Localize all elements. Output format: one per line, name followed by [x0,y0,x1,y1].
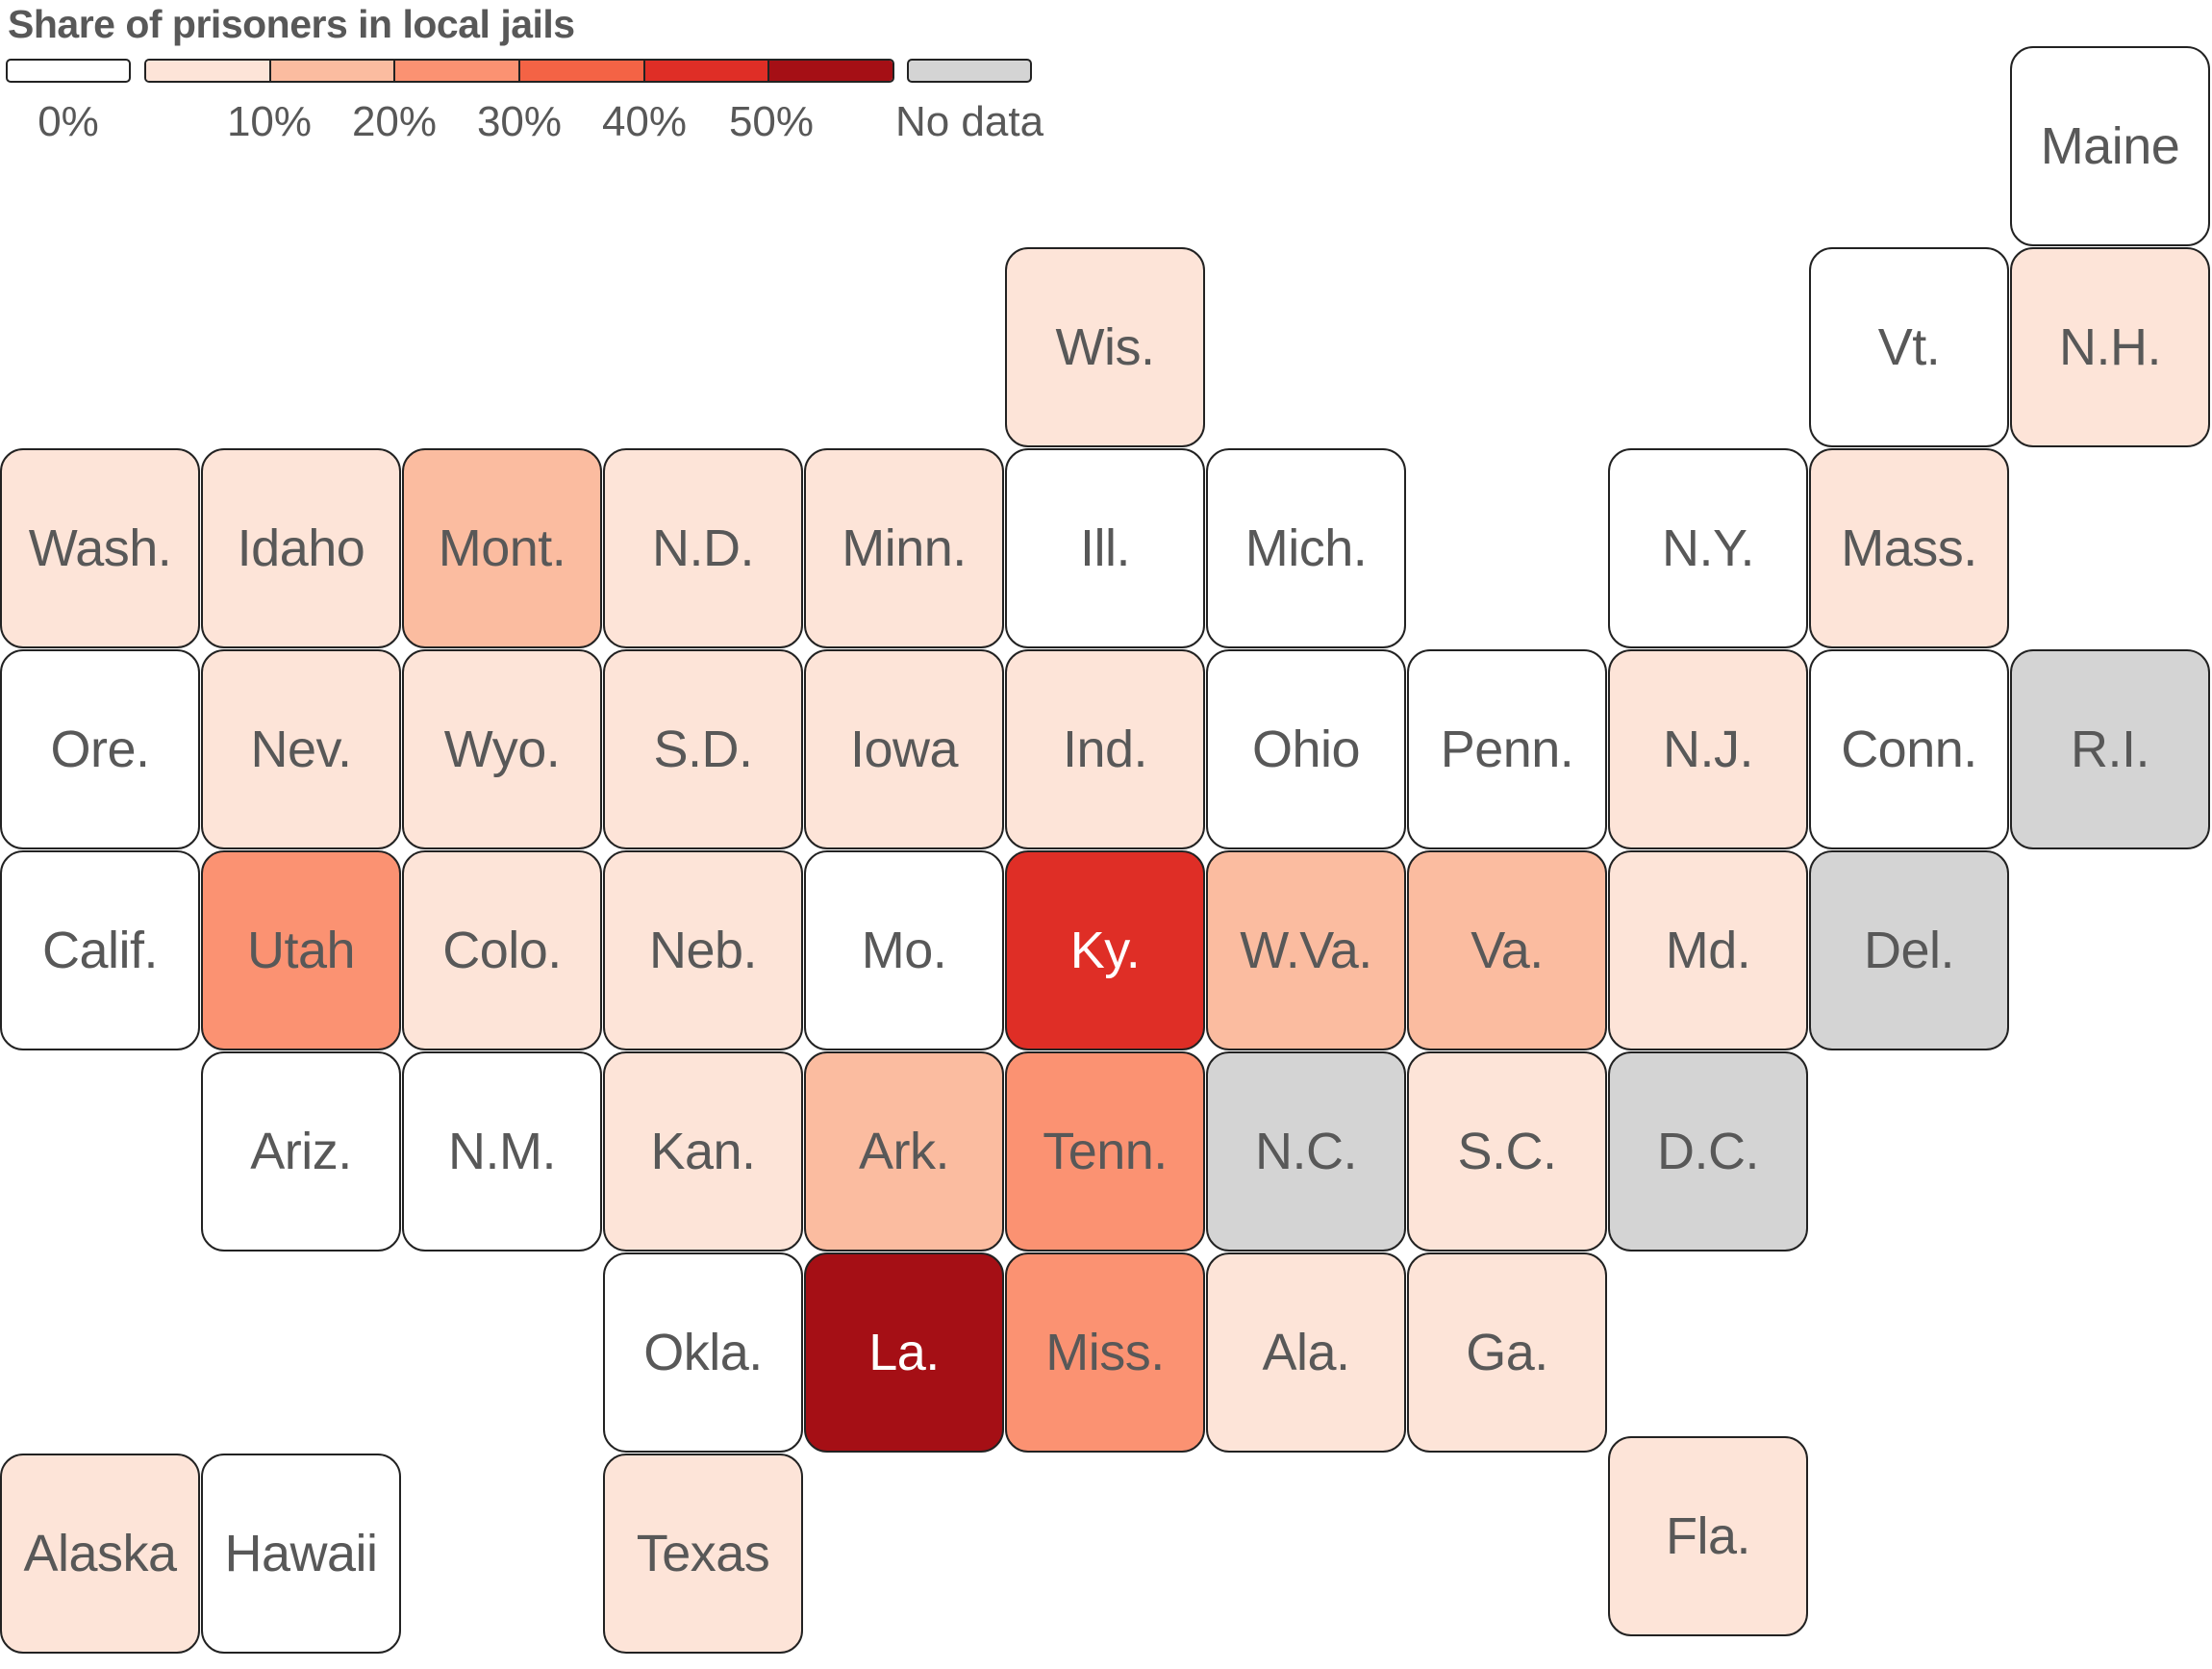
legend-swatch-zero [6,59,131,83]
state-tile-del: Del. [1809,850,2009,1050]
state-tile-dc: D.C. [1608,1051,1808,1252]
state-tile-wash: Wash. [0,448,200,648]
state-tile-hawaii: Hawaii [201,1454,401,1654]
state-tile-nj: N.J. [1608,649,1808,849]
state-tile-wyo: Wyo. [402,649,602,849]
legend-label-zero: 0% [38,98,99,145]
state-tile-sc: S.C. [1407,1051,1607,1252]
state-tile-alaska: Alaska [0,1454,200,1654]
state-tile-la: La. [804,1252,1004,1453]
state-tile-wis: Wis. [1005,247,1205,447]
legend-title: Share of prisoners in local jails [8,2,575,46]
legend-tick-label: 30% [476,98,563,145]
state-tile-md: Md. [1608,850,1808,1050]
state-tile-ark: Ark. [804,1051,1004,1252]
legend-bin-2 [393,61,519,81]
state-tile-idaho: Idaho [201,448,401,648]
legend-tick-label: 50% [728,98,815,145]
legend-bin-5 [767,61,892,81]
state-tile-neb: Neb. [603,850,803,1050]
state-tile-tenn: Tenn. [1005,1051,1205,1252]
state-tile-iowa: Iowa [804,649,1004,849]
state-tile-ga: Ga. [1407,1252,1607,1453]
state-tile-ala: Ala. [1206,1252,1406,1453]
state-tile-ore: Ore. [0,649,200,849]
state-tile-ky: Ky. [1005,850,1205,1050]
state-tile-colo: Colo. [402,850,602,1050]
legend-bin-4 [642,61,768,81]
state-tile-penn: Penn. [1407,649,1607,849]
state-tile-nh: N.H. [2010,247,2210,447]
state-tile-sd: S.D. [603,649,803,849]
state-tile-texas: Texas [603,1454,803,1654]
state-tile-utah: Utah [201,850,401,1050]
legend-color-scale [144,59,894,83]
state-tile-mo: Mo. [804,850,1004,1050]
state-tile-maine: Maine [2010,46,2210,246]
legend-bin-1 [268,61,394,81]
state-tile-ind: Ind. [1005,649,1205,849]
state-tile-kan: Kan. [603,1051,803,1252]
state-tile-wva: W.Va. [1206,850,1406,1050]
state-tile-nd: N.D. [603,448,803,648]
state-tile-ariz: Ariz. [201,1051,401,1252]
state-tile-okla: Okla. [603,1252,803,1453]
state-tile-calif: Calif. [0,850,200,1050]
state-tile-ny: N.Y. [1608,448,1808,648]
state-tile-mass: Mass. [1809,448,2009,648]
legend-tick-label: 20% [351,98,438,145]
state-tile-mich: Mich. [1206,448,1406,648]
state-tile-nm: N.M. [402,1051,602,1252]
state-tile-ohio: Ohio [1206,649,1406,849]
legend-tick-label: 10% [226,98,313,145]
state-tile-minn: Minn. [804,448,1004,648]
legend-bin-3 [518,61,643,81]
state-tile-ill: Ill. [1005,448,1205,648]
state-tile-nc: N.C. [1206,1051,1406,1252]
legend-swatch-no-data [907,59,1032,83]
state-tile-nev: Nev. [201,649,401,849]
state-tile-va: Va. [1407,850,1607,1050]
state-tile-vt: Vt. [1809,247,2009,447]
legend-tick-label: 40% [601,98,688,145]
state-tile-conn: Conn. [1809,649,2009,849]
state-tile-ri: R.I. [2010,649,2210,849]
state-tile-miss: Miss. [1005,1252,1205,1453]
legend-bin-0 [146,61,269,81]
state-tile-fla: Fla. [1608,1436,1808,1636]
legend-label-no-data: No data [894,98,1044,145]
state-tile-mont: Mont. [402,448,602,648]
